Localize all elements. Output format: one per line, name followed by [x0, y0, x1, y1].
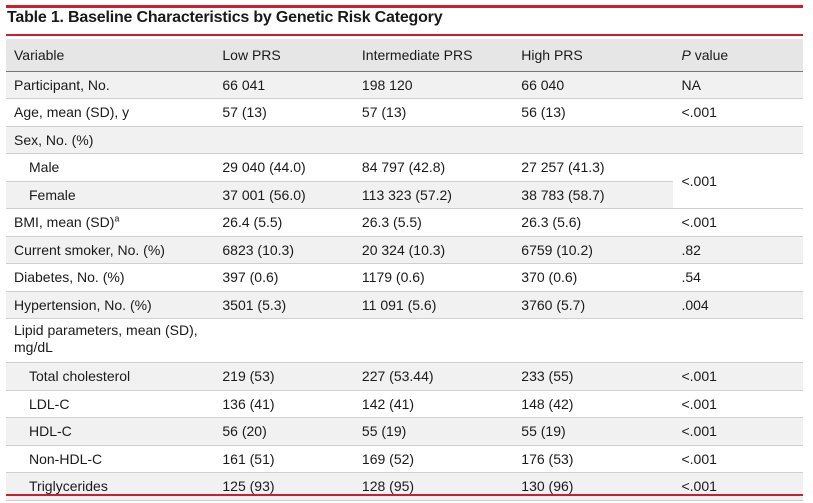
cell-low: 219 (53): [214, 362, 354, 391]
cell-high: 370 (0.6): [513, 263, 674, 292]
cell-high: [513, 318, 674, 363]
cell-p: .54: [673, 263, 803, 292]
cell-high: 6759 (10.2): [513, 236, 674, 264]
row-label: Current smoker, No. (%): [6, 236, 215, 264]
table-row: Male 29 040 (44.0) 84 797 (42.8) 27 257 …: [6, 153, 803, 209]
cell-p: <.001: [673, 445, 803, 473]
row-label: Male: [6, 153, 215, 182]
cell-p: .004: [673, 291, 803, 319]
cell-low: 161 (51): [214, 445, 354, 473]
footnote-marker: a: [114, 213, 120, 224]
table-title: Table 1. Baseline Characteristics by Gen…: [7, 9, 443, 26]
cell-high: 27 257 (41.3): [513, 153, 674, 182]
cell-high: 55 (19): [513, 417, 674, 446]
cell-low: 397 (0.6): [214, 263, 354, 292]
cell-high: 176 (53): [513, 445, 674, 473]
cell-p: <.001: [673, 153, 803, 209]
cell-low: 26.4 (5.5): [214, 208, 354, 237]
header-p-letter: P: [681, 46, 691, 63]
top-accent-rule: [6, 5, 803, 8]
row-label: Non-HDL-C: [6, 445, 215, 473]
cell-p: <.001: [673, 208, 803, 237]
cell-low: 6823 (10.3): [214, 236, 354, 264]
cell-high: 148 (42): [513, 390, 674, 418]
cell-intermediate: 20 324 (10.3): [353, 236, 514, 264]
cell-high: 38 783 (58.7): [513, 181, 674, 209]
row-label: BMI, mean (SD)a: [6, 208, 215, 237]
row-label: Lipid parameters, mean (SD), mg/dL: [6, 318, 215, 363]
cell-low: 136 (41): [214, 390, 354, 418]
table-row: Diabetes, No. (%) 397 (0.6) 1179 (0.6) 3…: [6, 263, 803, 292]
cell-intermediate: 227 (53.44): [353, 362, 514, 391]
cell-intermediate: 55 (19): [353, 417, 514, 446]
header-low-prs: Low PRS: [214, 39, 354, 72]
title-divider: [6, 34, 803, 36]
cell-intermediate: 84 797 (42.8): [353, 153, 514, 182]
table-row: Total cholesterol 219 (53) 227 (53.44) 2…: [6, 362, 803, 391]
table-row: Lipid parameters, mean (SD), mg/dL: [6, 318, 803, 363]
row-label: Diabetes, No. (%): [6, 263, 215, 292]
cell-low: 66 041: [214, 71, 354, 99]
cell-high: 66 040: [513, 71, 674, 99]
cell-p: .82: [673, 236, 803, 264]
row-label: Hypertension, No. (%): [6, 291, 215, 319]
cell-intermediate: 169 (52): [353, 445, 514, 473]
table-row: Hypertension, No. (%) 3501 (5.3) 11 091 …: [6, 291, 803, 319]
bmi-label-text: BMI, mean (SD): [14, 214, 115, 231]
table-row: Sex, No. (%): [6, 126, 803, 154]
header-p-value: P value: [673, 39, 803, 72]
cell-p: <.001: [673, 417, 803, 446]
cell-low: 56 (20): [214, 417, 354, 446]
baseline-characteristics-table: Variable Low PRS Intermediate PRS High P…: [6, 39, 803, 501]
cell-intermediate: 57 (13): [353, 98, 514, 127]
row-label: Age, mean (SD), y: [6, 98, 215, 127]
cell-low: 3501 (5.3): [214, 291, 354, 319]
cell-high: 233 (55): [513, 362, 674, 391]
cell-p: <.001: [673, 98, 803, 127]
cell-p: <.001: [673, 362, 803, 391]
table-row: Female 37 001 (56.0) 113 323 (57.2) 38 7…: [6, 181, 803, 209]
row-label: Sex, No. (%): [6, 126, 803, 154]
row-label: LDL-C: [6, 390, 215, 418]
row-label: Female: [6, 181, 215, 209]
table-row: Non-HDL-C 161 (51) 169 (52) 176 (53) <.0…: [6, 445, 803, 473]
table-row: BMI, mean (SD)a 26.4 (5.5) 26.3 (5.5) 26…: [6, 208, 803, 237]
table-row: LDL-C 136 (41) 142 (41) 148 (42) <.001: [6, 390, 803, 418]
cell-low: [214, 318, 354, 363]
cell-p: <.001: [673, 390, 803, 418]
table-row: Age, mean (SD), y 57 (13) 57 (13) 56 (13…: [6, 98, 803, 127]
cell-p: [673, 318, 803, 363]
cell-intermediate: [353, 318, 514, 363]
cell-intermediate: 198 120: [353, 71, 514, 99]
header-variable: Variable: [6, 39, 215, 72]
header-p-suffix: value: [690, 46, 729, 63]
row-label: Participant, No.: [6, 71, 215, 99]
cell-high: 26.3 (5.6): [513, 208, 674, 237]
cell-intermediate: 26.3 (5.5): [353, 208, 514, 237]
table-row: Current smoker, No. (%) 6823 (10.3) 20 3…: [6, 236, 803, 264]
table-row: HDL-C 56 (20) 55 (19) 55 (19) <.001: [6, 417, 803, 446]
row-label: Total cholesterol: [6, 362, 215, 391]
cell-intermediate: 11 091 (5.6): [353, 291, 514, 319]
cell-high: 56 (13): [513, 98, 674, 127]
bottom-accent-rule: [6, 494, 803, 496]
cell-high: 3760 (5.7): [513, 291, 674, 319]
cell-intermediate: 113 323 (57.2): [353, 181, 514, 209]
cell-low: 37 001 (56.0): [214, 181, 354, 209]
header-high-prs: High PRS: [513, 39, 674, 72]
cell-intermediate: 1179 (0.6): [353, 263, 514, 292]
header-intermediate-prs: Intermediate PRS: [353, 39, 514, 72]
cell-low: 29 040 (44.0): [214, 153, 354, 182]
cell-intermediate: 142 (41): [353, 390, 514, 418]
cell-low: 57 (13): [214, 98, 354, 127]
row-label: HDL-C: [6, 417, 215, 446]
cell-p: NA: [673, 71, 803, 99]
table-row: Participant, No. 66 041 198 120 66 040 N…: [6, 71, 803, 99]
table-header-row: Variable Low PRS Intermediate PRS High P…: [6, 39, 803, 72]
